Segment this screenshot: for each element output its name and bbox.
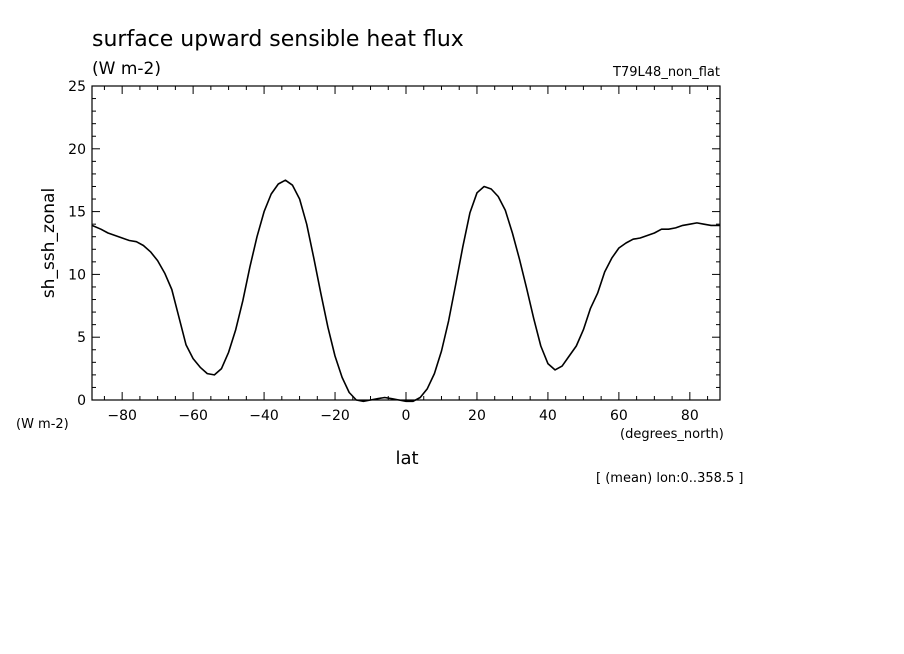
y-axis-label: sh_ssh_zonal	[39, 188, 59, 298]
footnote: [ (mean) lon:0..358.5 ]	[596, 471, 744, 486]
series-line	[91, 179, 720, 403]
x-axis-label: lat	[395, 448, 418, 469]
y-axis-units: (W m-2)	[16, 417, 69, 432]
x-tick-label: −40	[249, 408, 279, 424]
x-tick-label: −80	[107, 408, 137, 424]
tick-labels: −80 −60 −40 −20 0 20 40 60 80 0 5 10 15 20 25	[68, 79, 699, 424]
x-tick-label: 20	[468, 408, 486, 424]
title-units: (W m-2)	[92, 59, 161, 79]
chart-title: surface upward sensible heat flux	[92, 27, 464, 52]
axis-ticks	[92, 85, 720, 401]
x-tick-label: 80	[681, 408, 699, 424]
y-tick-label: 15	[68, 205, 86, 221]
x-tick-label: 60	[610, 408, 628, 424]
x-tick-label: −60	[178, 408, 208, 424]
y-tick-label: 5	[77, 330, 86, 346]
data-lines	[91, 179, 720, 403]
x-tick-label: −20	[320, 408, 350, 424]
run-label: T79L48_non_flat	[612, 65, 720, 80]
y-tick-label: 25	[68, 79, 86, 95]
x-axis-units: (degrees_north)	[620, 427, 724, 442]
y-tick-label: 20	[68, 142, 86, 158]
y-tick-label: 10	[68, 267, 86, 283]
x-tick-label: 0	[402, 408, 411, 424]
y-tick-label: 0	[77, 393, 86, 409]
x-tick-label: 40	[539, 408, 557, 424]
